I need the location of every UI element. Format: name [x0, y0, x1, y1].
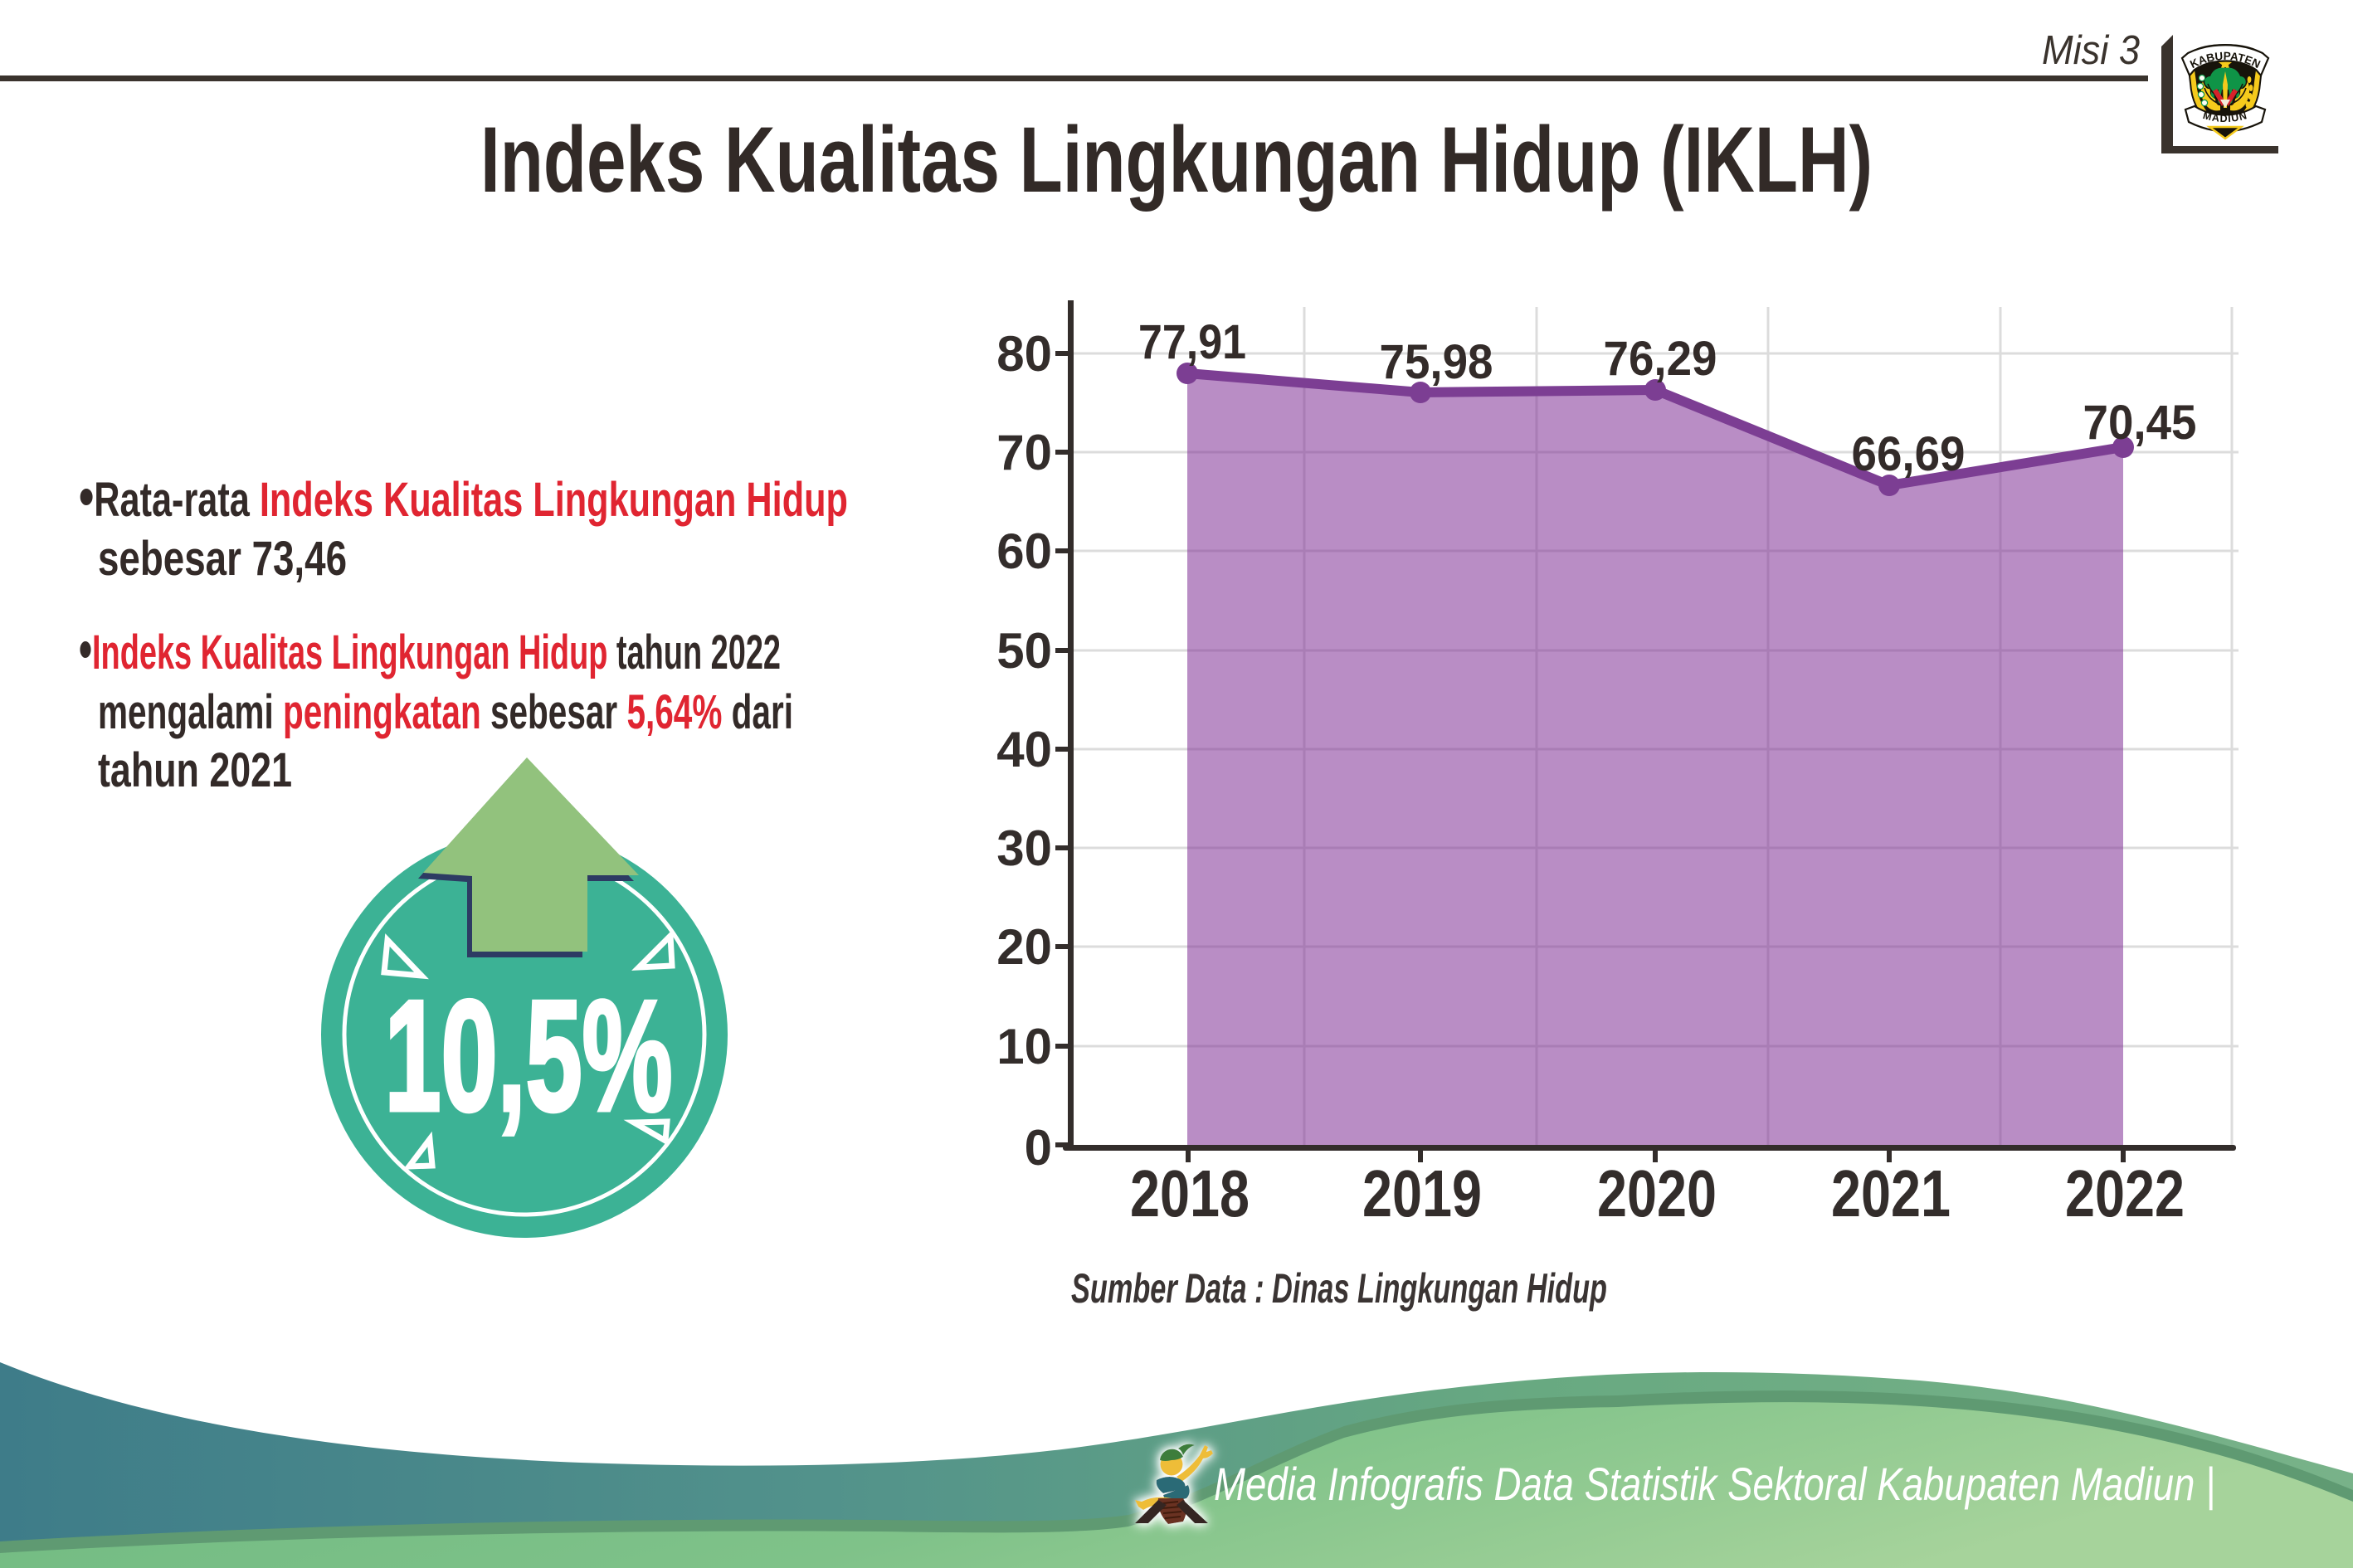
svg-text:10,5%: 10,5% — [385, 968, 673, 1144]
svg-text:70: 70 — [996, 425, 1052, 480]
svg-text:70,45: 70,45 — [2083, 396, 2197, 450]
svg-text:2022: 2022 — [2065, 1157, 2185, 1230]
svg-text:20: 20 — [996, 919, 1052, 975]
svg-text:•Rata-rata Indeks Kualitas Lin: •Rata-rata Indeks Kualitas Lingkungan Hi… — [79, 464, 848, 528]
svg-text:Media Infografis Data Statisti: Media Infografis Data Statistik Sektoral… — [1214, 1458, 2215, 1511]
svg-text:75,98: 75,98 — [1380, 335, 1493, 389]
svg-text:2020: 2020 — [1597, 1157, 1717, 1230]
svg-text:sebesar 73,46: sebesar 73,46 — [98, 532, 347, 586]
svg-text:2021: 2021 — [1831, 1157, 1951, 1230]
svg-text:Sumber Data : Dinas Lingkungan: Sumber Data : Dinas Lingkungan Hidup — [1071, 1265, 1607, 1312]
svg-text:80: 80 — [996, 326, 1052, 382]
svg-text:50: 50 — [996, 623, 1052, 679]
svg-text:30: 30 — [996, 821, 1052, 876]
svg-text:66,69: 66,69 — [1852, 427, 1966, 481]
svg-text:mengalami peningkatan sebesar: mengalami peningkatan sebesar 5,64% dari — [98, 685, 793, 739]
svg-text:Indeks Kualitas Lingkungan Hid: Indeks Kualitas Lingkungan Hidup (IKLH) — [480, 108, 1873, 212]
svg-text:0: 0 — [1025, 1120, 1052, 1176]
svg-text:2019: 2019 — [1362, 1157, 1482, 1230]
svg-text:77,91: 77,91 — [1138, 315, 1246, 369]
svg-text:Misi 3: Misi 3 — [2042, 28, 2140, 73]
svg-text:tahun 2021: tahun 2021 — [98, 743, 292, 797]
svg-text:76,29: 76,29 — [1604, 332, 1717, 386]
svg-text:MADIUN: MADIUN — [2202, 110, 2249, 124]
svg-text:2018: 2018 — [1130, 1157, 1250, 1230]
svg-text:•Indeks Kualitas Lingkungan Hi: •Indeks Kualitas Lingkungan Hidup tahun … — [79, 616, 781, 681]
svg-text:60: 60 — [996, 523, 1052, 579]
svg-text:10: 10 — [996, 1019, 1052, 1074]
svg-text:40: 40 — [996, 722, 1052, 777]
